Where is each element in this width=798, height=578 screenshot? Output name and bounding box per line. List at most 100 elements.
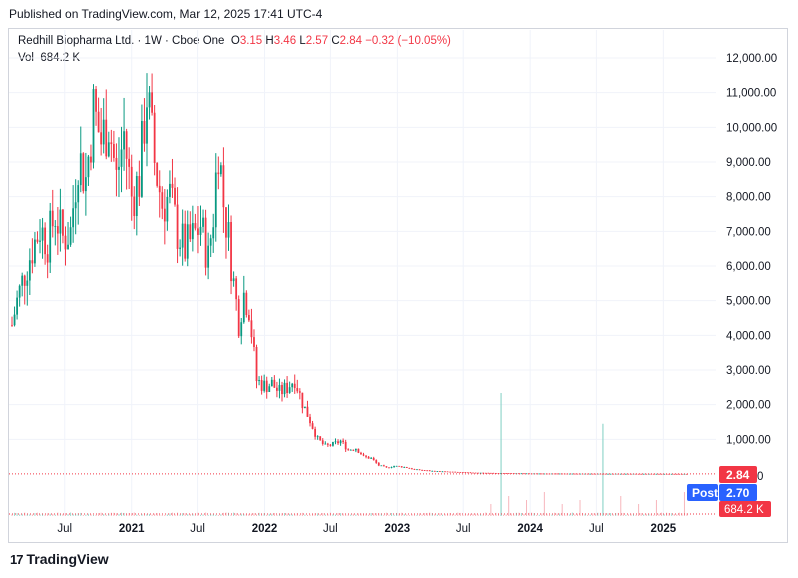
candle-body (439, 471, 441, 472)
candle-body (568, 473, 571, 475)
candle-body (207, 245, 210, 268)
candle-body (263, 380, 266, 391)
candle-body (54, 226, 57, 227)
price-axis: 1,000.00 2,000.00 3,000.00 4,000.00 5,000.00… (726, 53, 777, 446)
candle-body (464, 472, 467, 473)
candle-body (332, 441, 334, 446)
candle-body (146, 107, 148, 144)
candle-body (479, 472, 482, 474)
candle-body (428, 470, 431, 472)
candle-body (556, 473, 558, 475)
candle-body (268, 386, 271, 393)
candle-body (413, 469, 416, 470)
candle-body (273, 379, 276, 388)
candle-body (84, 177, 87, 192)
brand-name: TradingView (26, 551, 109, 567)
candle-body (171, 183, 174, 188)
candle-body (95, 89, 97, 112)
candle-body (354, 448, 357, 451)
candle-body (293, 383, 296, 389)
candle-body (604, 473, 607, 475)
candle-body (161, 192, 164, 209)
y-tick-label: 11,000.00 (726, 88, 776, 100)
candle-body (678, 473, 681, 475)
y-tick-label: 2,000.00 (726, 400, 771, 412)
candle-body (31, 260, 34, 264)
x-tick-label: 2023 (385, 523, 411, 535)
candle-body (612, 473, 615, 475)
candle-body (543, 473, 546, 475)
candle-body (36, 239, 39, 242)
candle-body (21, 275, 24, 286)
candle-body (347, 449, 350, 451)
candle-body (135, 176, 138, 217)
candle-body (112, 144, 115, 158)
candle-body (105, 119, 108, 157)
candle-body (352, 449, 355, 451)
y-tick-label: 8,000.00 (726, 192, 771, 204)
candle-body (276, 387, 278, 391)
high-label: H (265, 35, 274, 47)
candle-body (143, 121, 146, 144)
candle-body (158, 185, 161, 193)
symbol-name[interactable]: Redhill Biopharma Ltd. · 1W · Cboe One (18, 35, 225, 47)
chart-frame (8, 28, 788, 543)
candle-body (663, 473, 665, 475)
candle-body (169, 183, 171, 197)
candle-body (561, 473, 564, 475)
candle-body (232, 278, 235, 282)
candle-body (645, 473, 648, 475)
last-price-text: 2.84 (726, 468, 750, 482)
candle-body (339, 440, 342, 444)
candle-body (454, 471, 457, 473)
price-legend: Redhill Biopharma Ltd. · 1W · Cboe One O… (18, 35, 451, 47)
candle-body (202, 217, 204, 227)
candle-body (102, 119, 105, 145)
candle-body (655, 473, 658, 475)
candle-body (72, 208, 75, 228)
candle-body (118, 166, 120, 170)
candle-body (225, 207, 227, 238)
candle-body (505, 473, 508, 475)
candle-body (115, 157, 118, 170)
low-value: 2.57 (305, 35, 329, 47)
candle-body (589, 473, 592, 475)
candle-body (431, 470, 434, 472)
close-value: 2.84 (339, 35, 363, 47)
candle-body (189, 224, 192, 240)
candle-body (416, 469, 418, 471)
candle-body (484, 472, 487, 474)
candle-body (517, 473, 520, 475)
open-label: O (230, 35, 240, 47)
candle-body (250, 320, 253, 338)
candle-body (26, 280, 29, 286)
candle-body (59, 209, 62, 234)
candle-body (16, 297, 18, 315)
candle-body (451, 471, 454, 473)
candle-body (309, 416, 311, 424)
price-zero-label: 0 (757, 471, 763, 483)
candle-body (607, 473, 609, 475)
candle-body (138, 176, 141, 197)
candle-body (214, 172, 217, 228)
candle-body (11, 324, 13, 326)
candle-body (97, 111, 100, 133)
candle-body (130, 166, 133, 197)
y-tick-label: 3,000.00 (726, 365, 771, 377)
candle-body (398, 465, 401, 467)
candle-body (388, 467, 390, 469)
candle-body (652, 473, 655, 475)
volume-tag-text: 684.2 K (724, 504, 764, 516)
tradingview-logo[interactable]: 17 TradingView (10, 551, 109, 567)
candle-body (372, 457, 375, 461)
candle-body (288, 387, 291, 393)
candle-body (367, 456, 370, 459)
candle-body (291, 383, 294, 388)
x-tick-label: Jul (589, 523, 604, 535)
candle-body (489, 472, 492, 474)
candle-body (186, 224, 189, 259)
candle-body (594, 473, 597, 475)
candle-body (28, 260, 31, 281)
x-tick-label: 2022 (252, 523, 278, 535)
